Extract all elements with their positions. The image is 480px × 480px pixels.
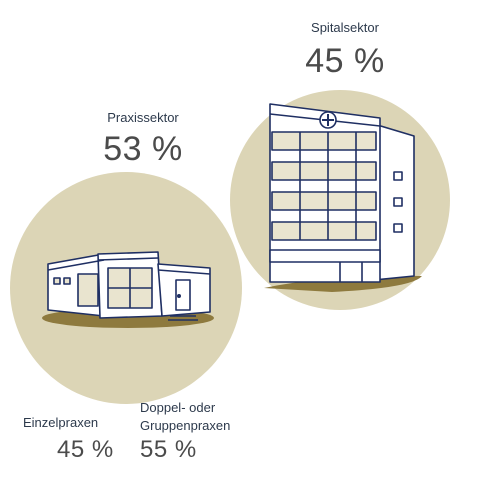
praxissektor-percent: 53 % bbox=[103, 130, 183, 168]
gruppenpraxen-label-line2: Gruppenpraxen bbox=[140, 418, 231, 433]
gruppenpraxen-label-line1: Doppel- oder bbox=[140, 400, 216, 415]
spitalsektor-percent: 45 % bbox=[305, 42, 385, 80]
spitalsektor-label: Spitalsektor bbox=[311, 20, 379, 35]
practice-building-icon bbox=[42, 251, 214, 328]
einzelpraxen-percent: 45 % bbox=[57, 436, 114, 463]
einzelpraxen-label: Einzelpraxen bbox=[23, 415, 99, 430]
hospital-building-icon bbox=[264, 103, 422, 292]
medical-cross-icon bbox=[319, 111, 337, 129]
praxissektor-label: Praxissektor bbox=[107, 110, 179, 125]
gruppenpraxen-percent: 55 % bbox=[140, 436, 197, 463]
